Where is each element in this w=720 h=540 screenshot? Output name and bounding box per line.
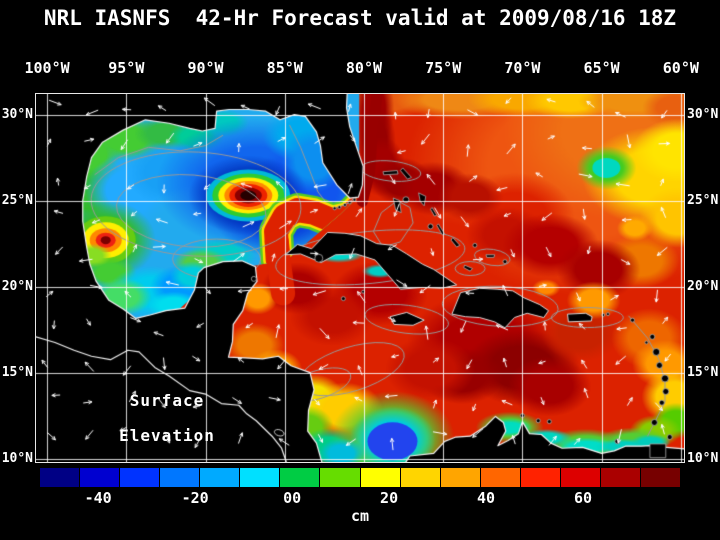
forecast-map-canvas: [35, 93, 685, 463]
colorbar-tick-label: -20: [181, 489, 209, 507]
colorbar-cell: [560, 468, 600, 487]
lon-tick-label: 85°W: [266, 59, 303, 77]
colorbar-tick-label: 00: [283, 489, 302, 507]
colorbar-cell: [520, 468, 560, 487]
page-title: NRL IASNFS 42-Hr Forecast valid at 2009/…: [43, 6, 677, 30]
lat-tick-label: 30°N: [1, 106, 33, 122]
lat-tick-label: 20°N: [687, 278, 719, 294]
lon-tick-label: 95°W: [108, 59, 145, 77]
colorbar-tick-label: -40: [84, 489, 112, 507]
lon-tick-label: 65°W: [583, 59, 620, 77]
colorbar-cell: [120, 468, 160, 487]
colorbar-cell: [40, 468, 80, 487]
colorbar-cell: [200, 468, 240, 487]
lat-tick-label: 15°N: [687, 364, 719, 380]
colorbar-tick-label: 20: [380, 489, 399, 507]
map-overlay-label-line1: Surface: [129, 391, 205, 410]
colorbar-cell: [240, 468, 280, 487]
lat-tick-label: 20°N: [1, 278, 33, 294]
lon-tick-label: 75°W: [425, 59, 462, 77]
colorbar-cell: [600, 468, 640, 487]
lon-tick-label: 60°W: [662, 59, 699, 77]
map-overlay-label-line2: Elevation: [119, 426, 215, 445]
lon-tick-label: 80°W: [345, 59, 383, 77]
colorbar-tick-label: 40: [477, 489, 496, 507]
colorbar-cell: [400, 468, 440, 487]
colorbar-cell: [440, 468, 480, 487]
colorbar-cell: [280, 468, 320, 487]
lon-tick-label: 70°W: [504, 59, 541, 77]
colorbar-cell: [640, 468, 680, 487]
lon-tick-label: 90°W: [187, 59, 224, 77]
colorbar-cell: [320, 468, 360, 487]
colorbar: [40, 468, 680, 487]
colorbar-tick-label: 60: [573, 489, 593, 507]
colorbar-cell: [480, 468, 520, 487]
lat-tick-label: 10°N: [687, 450, 719, 466]
lat-tick-label: 25°N: [687, 192, 719, 208]
lat-tick-label: 25°N: [1, 192, 33, 208]
colorbar-unit-label: cm: [350, 507, 370, 525]
colorbar-cell: [360, 468, 400, 487]
lon-tick-label: 100°W: [24, 59, 70, 77]
lat-tick-label: 30°N: [687, 106, 719, 122]
lat-tick-label: 15°N: [1, 364, 33, 380]
lat-tick-label: 10°N: [1, 450, 33, 466]
colorbar-cell: [80, 468, 120, 487]
colorbar-cell: [160, 468, 200, 487]
